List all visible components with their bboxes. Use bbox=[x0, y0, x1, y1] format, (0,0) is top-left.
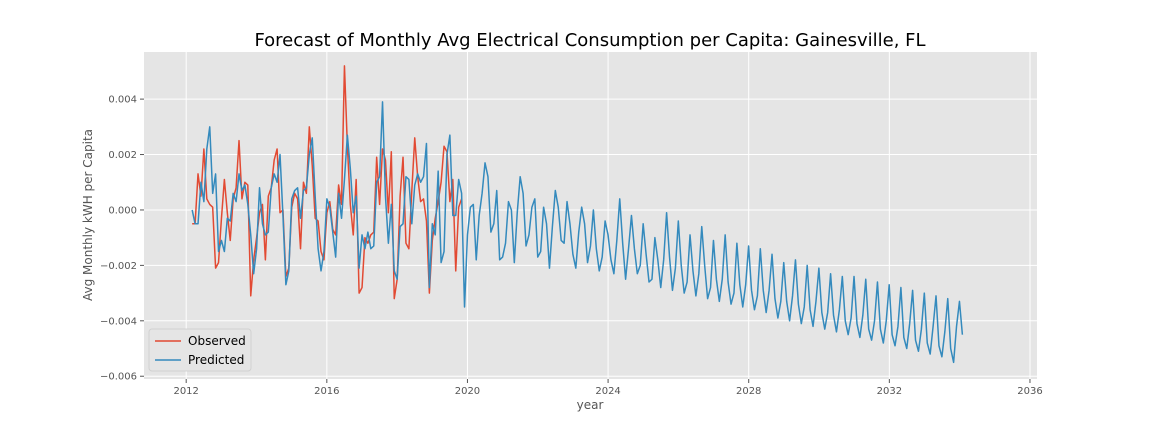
x-axis-label: year bbox=[577, 398, 604, 412]
y-tick-label: −0.002 bbox=[100, 261, 137, 272]
x-axis-ticks: 2012 2016 2020 2024 2028 2032 2036 bbox=[173, 379, 1043, 397]
series-line-predicted bbox=[191, 101, 964, 364]
y-tick-label: −0.004 bbox=[100, 316, 137, 327]
grid bbox=[144, 52, 1037, 379]
y-tick-label: 0.000 bbox=[108, 205, 137, 216]
series-line-observed bbox=[192, 65, 463, 300]
y-axis-ticks: −0.006 −0.004 −0.002 0.000 0.002 0.004 bbox=[100, 95, 144, 383]
series-lines bbox=[191, 65, 964, 364]
x-tick-label: 2036 bbox=[1017, 386, 1042, 397]
y-tick-label: 0.002 bbox=[108, 150, 137, 161]
y-tick-label: −0.006 bbox=[100, 372, 137, 383]
y-axis-label: Avg Monthly kWH per Capita bbox=[81, 129, 95, 301]
x-tick-label: 2032 bbox=[877, 386, 902, 397]
x-tick-label: 2028 bbox=[736, 386, 761, 397]
legend-label-predicted: Predicted bbox=[188, 353, 244, 367]
x-tick-label: 2012 bbox=[173, 386, 198, 397]
legend-label-observed: Observed bbox=[188, 334, 246, 348]
chart-title: Forecast of Monthly Avg Electrical Consu… bbox=[254, 30, 925, 51]
plot-area bbox=[144, 52, 1037, 379]
x-tick-label: 2016 bbox=[314, 386, 339, 397]
y-tick-label: 0.004 bbox=[108, 95, 137, 106]
x-tick-label: 2024 bbox=[595, 386, 620, 397]
legend: Observed Predicted bbox=[148, 328, 252, 372]
x-tick-label: 2020 bbox=[455, 386, 480, 397]
